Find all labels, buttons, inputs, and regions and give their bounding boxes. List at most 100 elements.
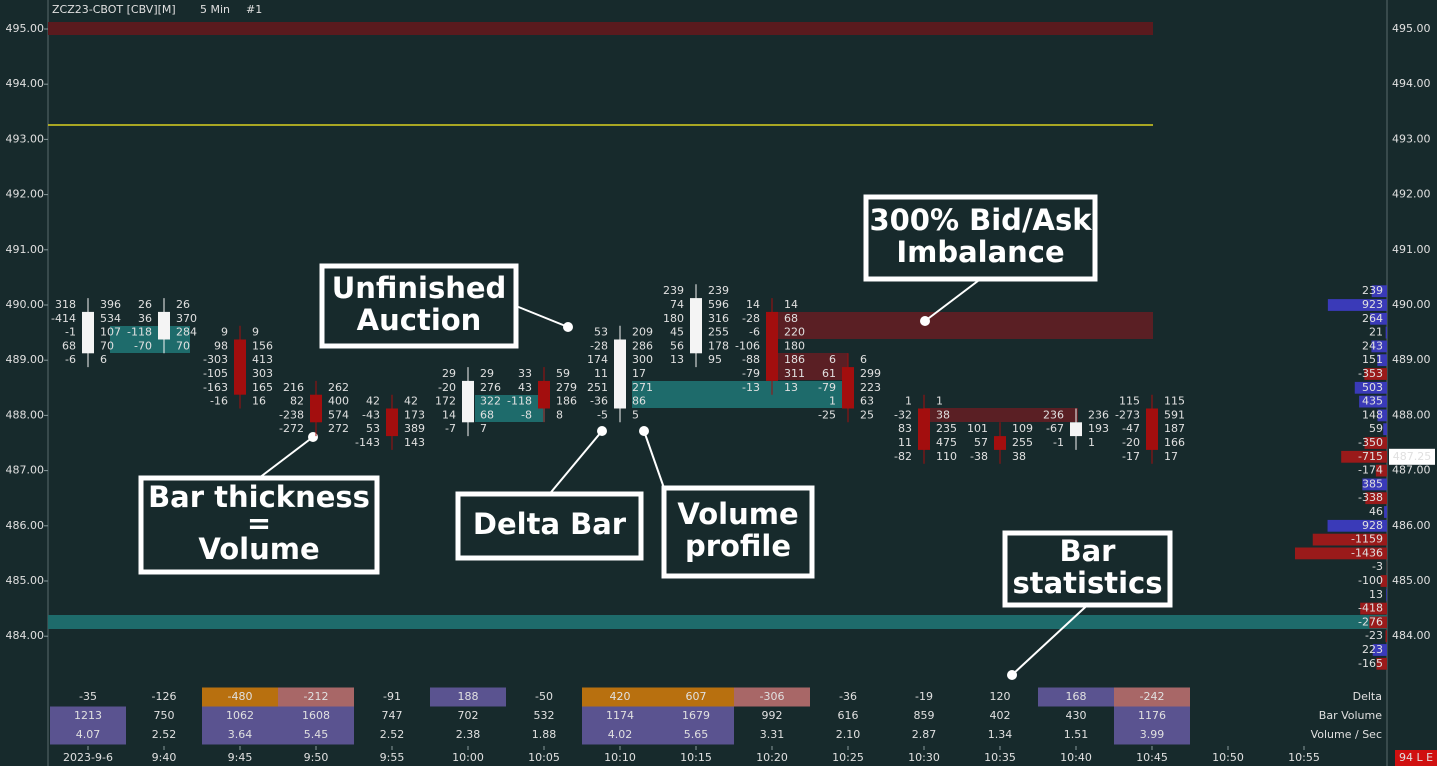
- price-label: 489.00: [1392, 353, 1431, 366]
- delta-value: 45: [670, 326, 684, 339]
- stat-label: Delta: [1353, 690, 1382, 703]
- imbalance-zone: [924, 408, 1078, 422]
- delta-value: 9: [221, 326, 228, 339]
- delta-value: 29: [442, 367, 456, 380]
- volume-value: 38: [1012, 450, 1026, 463]
- stat-cell: [50, 706, 126, 726]
- volume-value: 534: [100, 312, 121, 325]
- stat-value: 168: [1066, 690, 1087, 703]
- delta-value: -82: [894, 450, 912, 463]
- profile-bar: [1372, 644, 1387, 656]
- resistance-zone: [48, 22, 1153, 35]
- volume-value: 186: [784, 353, 805, 366]
- stat-cell: [1114, 706, 1190, 726]
- profile-value: -276: [1358, 615, 1383, 628]
- price-label: 495.00: [1392, 22, 1431, 35]
- profile-bar: [1362, 478, 1387, 491]
- profile-value: -418: [1358, 602, 1383, 615]
- profile-bar: [1370, 312, 1387, 325]
- stat-value: 1213: [74, 709, 102, 722]
- stat-value: -91: [383, 690, 401, 703]
- profile-bar: [1364, 437, 1387, 449]
- profile-bar: [1327, 519, 1387, 532]
- volume-value: 596: [708, 298, 729, 311]
- delta-bar: [82, 311, 94, 354]
- stat-cell: [582, 725, 658, 745]
- delta-value: -238: [279, 408, 304, 421]
- pointer-dot: [563, 322, 573, 332]
- delta-value: 57: [974, 436, 988, 449]
- profile-bar: [1386, 588, 1387, 601]
- stat-value: 5.45: [304, 728, 329, 741]
- delta-value: -88: [742, 353, 760, 366]
- delta-value: 180: [663, 312, 684, 325]
- delta-value: -20: [438, 381, 456, 394]
- volume-value: 299: [860, 367, 881, 380]
- delta-value: -118: [127, 326, 152, 339]
- price-label: 489.00: [6, 353, 45, 366]
- delta-value: 11: [898, 436, 912, 449]
- volume-value: 400: [328, 395, 349, 408]
- delta-value: 26: [138, 298, 152, 311]
- volume-value: 42: [404, 395, 418, 408]
- delta-value: 174: [587, 353, 608, 366]
- symbol: ZCZ23-CBOT [CBV][M]: [52, 3, 176, 16]
- price-label: 486.00: [6, 519, 45, 532]
- price-label: 495.00: [6, 22, 45, 35]
- delta-bar: [234, 339, 246, 395]
- delta-value: -43: [362, 408, 380, 421]
- delta-value: -16: [210, 395, 228, 408]
- stat-value: 1679: [682, 709, 710, 722]
- price-label: 487.00: [1392, 464, 1431, 477]
- volume-value: 1: [1088, 436, 1095, 449]
- delta-value: 14: [442, 408, 456, 421]
- profile-bar: [1377, 409, 1387, 422]
- annotation-box: [138, 475, 380, 575]
- pointer-dot: [1007, 670, 1017, 680]
- delta-value: -163: [203, 381, 228, 394]
- delta-value: 53: [366, 422, 380, 435]
- profile-value: 923: [1362, 298, 1383, 311]
- stat-value: -480: [228, 690, 253, 703]
- volume-value: 173: [404, 408, 425, 421]
- profile-value: -174: [1358, 464, 1383, 477]
- pointer-dot: [597, 426, 607, 436]
- stat-value: -242: [1140, 690, 1165, 703]
- delta-value: 216: [283, 381, 304, 394]
- time-label: 10:20: [756, 751, 788, 764]
- profile-bar: [1383, 423, 1387, 436]
- profile-value: -1436: [1351, 546, 1383, 559]
- volume-value: 389: [404, 422, 425, 435]
- price-label: 493.00: [6, 132, 45, 145]
- volume-value: 5: [632, 408, 639, 421]
- profile-value: -1159: [1351, 533, 1383, 546]
- delta-value: -38: [970, 450, 988, 463]
- time-label: 10:55: [1288, 751, 1320, 764]
- volume-value: 279: [556, 381, 577, 394]
- volume-value: 223: [860, 381, 881, 394]
- price-label: 492.00: [6, 188, 45, 201]
- delta-bar: [1070, 422, 1082, 437]
- volume-value: 17: [632, 367, 646, 380]
- price-label: 484.00: [6, 629, 45, 642]
- volume-value: 186: [556, 395, 577, 408]
- price-label: 494.00: [1392, 77, 1431, 90]
- pointer-dot: [920, 316, 930, 326]
- profile-bar: [1360, 602, 1387, 615]
- delta-value: -6: [749, 326, 760, 339]
- stat-value: 430: [1066, 709, 1087, 722]
- volume-profile-zone: [110, 326, 190, 353]
- delta-value: -25: [818, 408, 836, 421]
- pointer-line: [258, 436, 314, 479]
- volume-value: 284: [176, 326, 197, 339]
- time-label: 10:40: [1060, 751, 1092, 764]
- stat-cell: [582, 706, 658, 726]
- time-label: 10:15: [680, 751, 712, 764]
- stat-value: 747: [382, 709, 403, 722]
- profile-bar: [1365, 492, 1387, 505]
- price-label: 493.00: [1392, 132, 1431, 145]
- pointer-dot: [639, 426, 649, 436]
- delta-value: -67: [1046, 422, 1064, 435]
- current-price-box: [1389, 448, 1435, 465]
- stat-cell: [1114, 725, 1190, 745]
